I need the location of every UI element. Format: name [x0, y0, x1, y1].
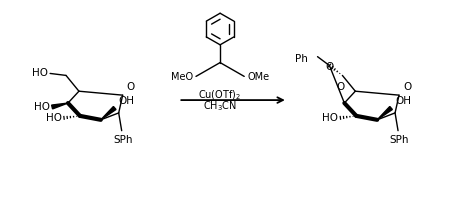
Text: CH$_3$CN: CH$_3$CN	[203, 99, 237, 113]
Text: OMe: OMe	[247, 72, 269, 82]
Text: SPh: SPh	[113, 135, 132, 145]
Text: MeO: MeO	[171, 72, 193, 82]
Text: O: O	[336, 82, 345, 92]
Text: HO: HO	[46, 113, 62, 123]
Text: Cu(OTf)$_2$: Cu(OTf)$_2$	[199, 88, 242, 102]
Text: O: O	[403, 82, 411, 92]
Text: HO: HO	[32, 68, 48, 78]
Polygon shape	[377, 106, 392, 120]
Text: HO: HO	[322, 113, 338, 123]
Text: Ph: Ph	[295, 54, 308, 64]
Text: SPh: SPh	[389, 135, 409, 145]
Text: OH: OH	[395, 96, 411, 106]
Text: O: O	[325, 62, 334, 72]
Text: O: O	[127, 82, 135, 92]
Polygon shape	[52, 103, 68, 109]
Text: OH: OH	[118, 96, 135, 106]
Text: HO: HO	[34, 102, 50, 112]
Polygon shape	[101, 106, 116, 120]
